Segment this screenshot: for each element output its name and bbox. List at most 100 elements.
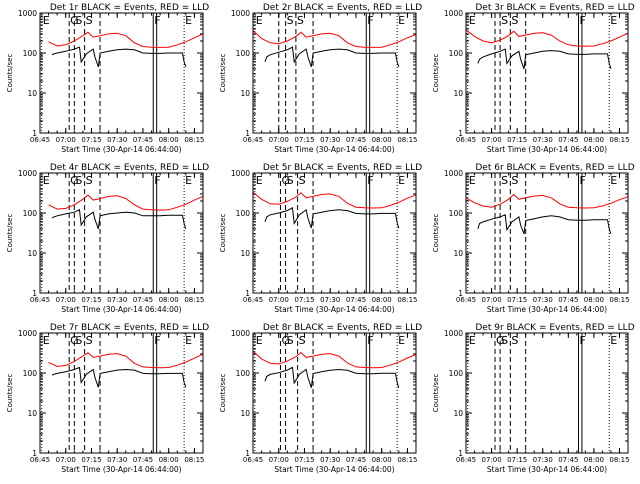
x-tick-label: 07:45 xyxy=(346,136,366,144)
series-events-line xyxy=(51,366,187,388)
series-lld-line xyxy=(48,31,204,48)
marker-label: E xyxy=(185,14,192,27)
x-tick-label: 08:00 xyxy=(372,136,392,144)
marker-label: S xyxy=(511,334,518,347)
x-tick-label: 07:30 xyxy=(107,456,127,464)
x-axis-label: Start Time (30-Apr-14 06:44:00) xyxy=(61,465,181,474)
x-tick-label: 07:30 xyxy=(320,136,340,144)
series-events-line xyxy=(264,46,400,68)
y-tick-label: 10 xyxy=(453,89,463,98)
panel-2: Det 2r BLACK = Events, RED = LLD Counts/s… xyxy=(219,3,422,154)
marker-label: E xyxy=(185,334,192,347)
x-tick-label: 07:45 xyxy=(558,456,578,464)
plot-frame xyxy=(465,172,629,294)
x-tick-label: 08:15 xyxy=(397,296,417,304)
y-tick-label: 1000 xyxy=(444,169,463,178)
y-axis-label: Counts/sec xyxy=(219,374,227,413)
y-tick-label: 100 xyxy=(449,209,464,218)
y-tick-label: 1 xyxy=(245,449,250,458)
marker-label: E xyxy=(398,334,405,347)
marker-label: S xyxy=(501,174,508,187)
x-tick-label: 07:15 xyxy=(294,456,314,464)
marker-label: F xyxy=(154,334,160,347)
x-tick-label: 07:15 xyxy=(81,136,101,144)
x-tick-label: 08:15 xyxy=(184,136,204,144)
y-tick-label: 1000 xyxy=(231,329,250,338)
x-tick-label: 07:00 xyxy=(56,136,76,144)
panel-9: Det 9r BLACK = Events, RED = LLD Counts/s… xyxy=(432,323,635,474)
marker-label: E xyxy=(610,334,617,347)
marker-label: S xyxy=(86,14,93,27)
marker-label: F xyxy=(580,334,586,347)
marker-label: S xyxy=(297,14,304,27)
y-axis-label: Counts/sec xyxy=(6,214,14,253)
series-events-line xyxy=(51,46,187,68)
y-tick-label: 1000 xyxy=(18,169,37,178)
y-tick-label: 1000 xyxy=(18,329,37,338)
y-tick-label: 100 xyxy=(23,49,38,58)
marker-label: E xyxy=(256,174,263,187)
panel-5: Det 5r BLACK = Events, RED = LLD Counts/s… xyxy=(219,163,422,314)
x-tick-label: 07:00 xyxy=(481,136,501,144)
series-events-line xyxy=(264,366,400,388)
x-tick-label: 07:15 xyxy=(294,136,314,144)
marker-label: E xyxy=(610,14,617,27)
panel-title: Det 1r BLACK = Events, RED = LLD xyxy=(50,3,209,13)
marker-label: F xyxy=(154,174,160,187)
marker-label: G xyxy=(496,334,505,347)
panel-6: Det 6r BLACK = Events, RED = LLD Counts/s… xyxy=(432,163,635,314)
y-axis-label: Counts/sec xyxy=(432,374,440,413)
x-axis-label: Start Time (30-Apr-14 06:44:00) xyxy=(487,465,607,474)
plot-frame xyxy=(252,12,417,134)
plot-frame xyxy=(39,172,204,294)
y-tick-label: 10 xyxy=(240,249,250,258)
x-tick-label: 07:45 xyxy=(133,136,153,144)
marker-label: G xyxy=(70,174,79,187)
x-tick-label: 08:00 xyxy=(584,136,604,144)
y-tick-label: 1 xyxy=(458,129,463,138)
x-tick-label: 08:00 xyxy=(584,456,604,464)
x-tick-label: 06:45 xyxy=(30,136,50,144)
x-tick-label: 07:45 xyxy=(558,136,578,144)
marker-label: E xyxy=(43,14,50,27)
marker-label: E xyxy=(469,334,476,347)
y-tick-label: 1 xyxy=(245,289,250,298)
x-tick-label: 08:15 xyxy=(609,456,629,464)
x-tick-label: 08:00 xyxy=(372,456,392,464)
x-tick-label: 08:15 xyxy=(397,136,417,144)
y-tick-label: 100 xyxy=(23,369,38,378)
panel-7: Det 7r BLACK = Events, RED = LLD Counts/s… xyxy=(6,323,209,474)
series-events-line xyxy=(477,48,612,70)
y-tick-label: 1 xyxy=(32,289,37,298)
x-tick-label: 07:45 xyxy=(133,296,153,304)
y-tick-label: 10 xyxy=(240,409,250,418)
y-tick-label: 10 xyxy=(453,409,463,418)
x-tick-label: 07:00 xyxy=(56,296,76,304)
x-tick-label: 06:45 xyxy=(456,296,476,304)
marker-label: G xyxy=(281,334,290,347)
x-tick-label: 07:45 xyxy=(346,456,366,464)
x-tick-label: 08:15 xyxy=(184,296,204,304)
y-tick-label: 1000 xyxy=(231,169,250,178)
marker-label: S xyxy=(86,334,93,347)
plot-frame xyxy=(465,12,629,134)
x-tick-label: 07:45 xyxy=(346,296,366,304)
marker-label: S xyxy=(75,334,82,347)
y-tick-label: 1000 xyxy=(18,9,37,18)
plot-frame xyxy=(252,172,417,294)
x-tick-label: 07:15 xyxy=(507,296,527,304)
marker-label: S xyxy=(75,174,82,187)
marker-label: E xyxy=(43,174,50,187)
x-tick-label: 08:00 xyxy=(159,136,179,144)
y-tick-label: 100 xyxy=(236,369,251,378)
marker-label: E xyxy=(469,14,476,27)
y-tick-label: 100 xyxy=(236,49,251,58)
panel-8: Det 8r BLACK = Events, RED = LLD Counts/s… xyxy=(219,323,422,474)
marker-label: F xyxy=(154,14,160,27)
marker-label: E xyxy=(256,14,263,27)
marker-label: G xyxy=(70,14,79,27)
y-tick-label: 10 xyxy=(27,89,37,98)
x-tick-label: 07:00 xyxy=(269,136,289,144)
y-tick-label: 1 xyxy=(458,449,463,458)
